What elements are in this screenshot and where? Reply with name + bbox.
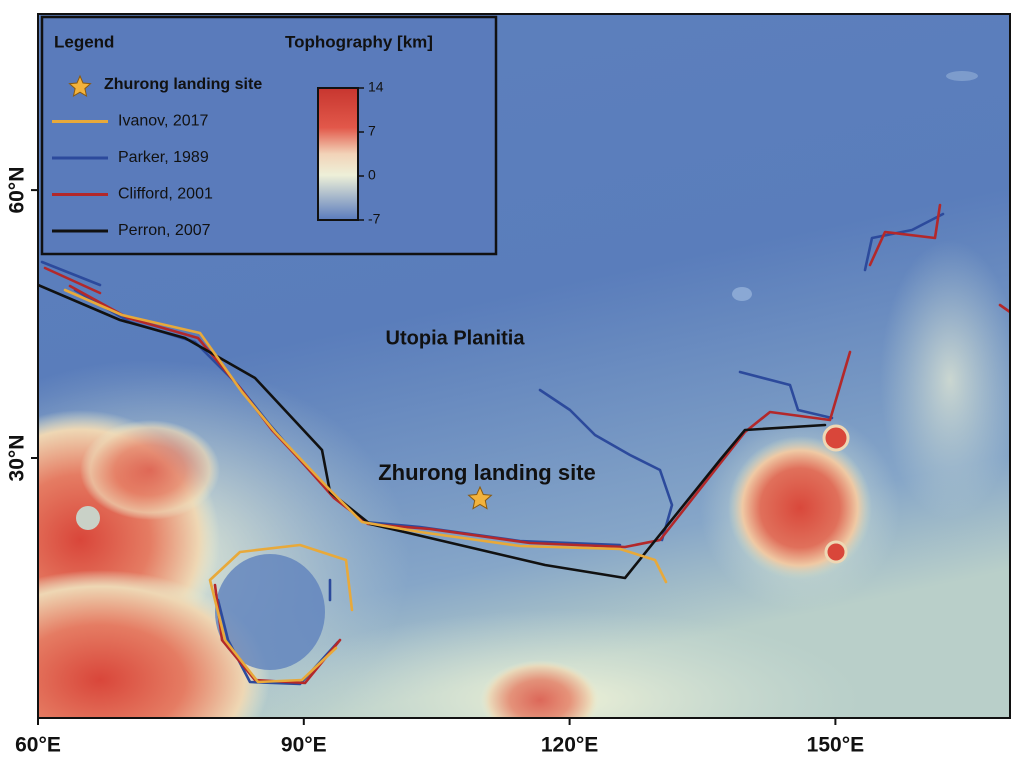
legend-label: Clifford, 2001	[118, 186, 213, 203]
colorbar-tick-label: -7	[368, 211, 381, 227]
legend-label: Perron, 2007	[118, 222, 211, 239]
colorbar-title: Tophography [km]	[285, 32, 433, 51]
lon-tick-label: 60°E	[15, 734, 61, 757]
legend: Legend Tophography [km]	[40, 15, 498, 256]
legend-label: Parker, 1989	[118, 149, 209, 166]
region-label: Utopia Planitia	[386, 327, 526, 349]
legend-star	[68, 74, 92, 98]
colorbar-tick-label: 14	[368, 79, 384, 95]
map-frame	[37, 13, 1011, 719]
lon-tick-label: 120°E	[541, 734, 598, 757]
legend-label: Ivanov, 2017	[118, 113, 209, 130]
landing-site-star	[467, 485, 493, 510]
lon-tick-label: 150°E	[807, 734, 864, 757]
ivanov-shoreline	[63, 288, 668, 684]
colorbar-tick-label: 0	[368, 167, 376, 183]
clifford-shoreline	[43, 203, 1010, 685]
topography	[38, 14, 1010, 718]
lat-tick-label: 60°N	[6, 167, 29, 214]
lon-tick-label: 90°E	[281, 734, 327, 757]
shorelines	[38, 203, 1010, 686]
legend-label: Zhurong landing site	[104, 76, 262, 93]
colorbar-tick-label: 7	[368, 123, 376, 139]
site-label: Zhurong landing site	[378, 460, 596, 485]
lat-tick-label: 30°N	[6, 435, 29, 482]
legend-title: Legend	[54, 32, 114, 51]
colorbar	[317, 87, 359, 221]
